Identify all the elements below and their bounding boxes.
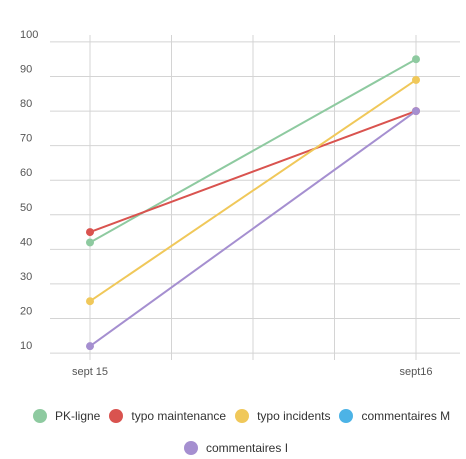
series-lines [89,58,417,347]
y-tick-label: 70 [20,133,32,145]
data-point [86,297,94,306]
legend-swatch [109,409,124,423]
legend-item[interactable]: typo incidents [235,409,330,423]
series-line [89,79,417,303]
x-axis-ticks: sept 15 sept16 [72,366,433,378]
series-line [89,110,417,347]
data-point [86,238,94,247]
x-tick-label: sept16 [399,366,432,378]
legend-item[interactable]: commentaires I [184,441,288,455]
y-tick-label: 60 [20,167,32,179]
legend-swatch [235,409,250,423]
data-point [412,55,420,64]
legend-item[interactable]: commentaires M [339,409,450,423]
series-points [86,55,420,351]
y-tick-label: 50 [20,202,32,214]
legend-label: commentaires I [206,441,289,455]
legend-label: typo incidents [257,409,331,423]
line-chart: 10 20 30 40 50 60 70 80 90 100 sept 15 sept16 [20,29,460,378]
data-point [412,107,420,116]
legend-label: commentaires M [361,409,451,423]
legend-label: PK-ligne [55,409,101,423]
y-tick-label: 100 [20,29,38,41]
y-tick-label: 80 [20,98,32,110]
y-tick-label: 30 [20,271,32,283]
legend-item[interactable]: typo maintenance [109,409,226,423]
x-tick-label: sept 15 [72,366,108,378]
legend-row: PK-ligne typo maintenance typo incidents co… [33,409,459,423]
data-point [412,75,420,84]
series-line [89,110,417,234]
y-tick-label: 20 [20,306,32,318]
legend-swatch [184,441,198,455]
data-point [86,228,94,237]
data-point [86,342,94,351]
legend-row: commentaires I [184,441,297,455]
y-tick-label: 10 [20,340,32,352]
grid [50,35,460,360]
y-tick-label: 90 [20,63,32,75]
y-axis-ticks: 10 20 30 40 50 60 70 80 90 100 [20,29,38,352]
legend-swatch [33,409,47,423]
y-tick-label: 40 [20,236,32,248]
legend-item[interactable]: PK-ligne [33,409,100,423]
legend-label: typo maintenance [131,409,227,423]
legend-swatch [339,409,354,423]
